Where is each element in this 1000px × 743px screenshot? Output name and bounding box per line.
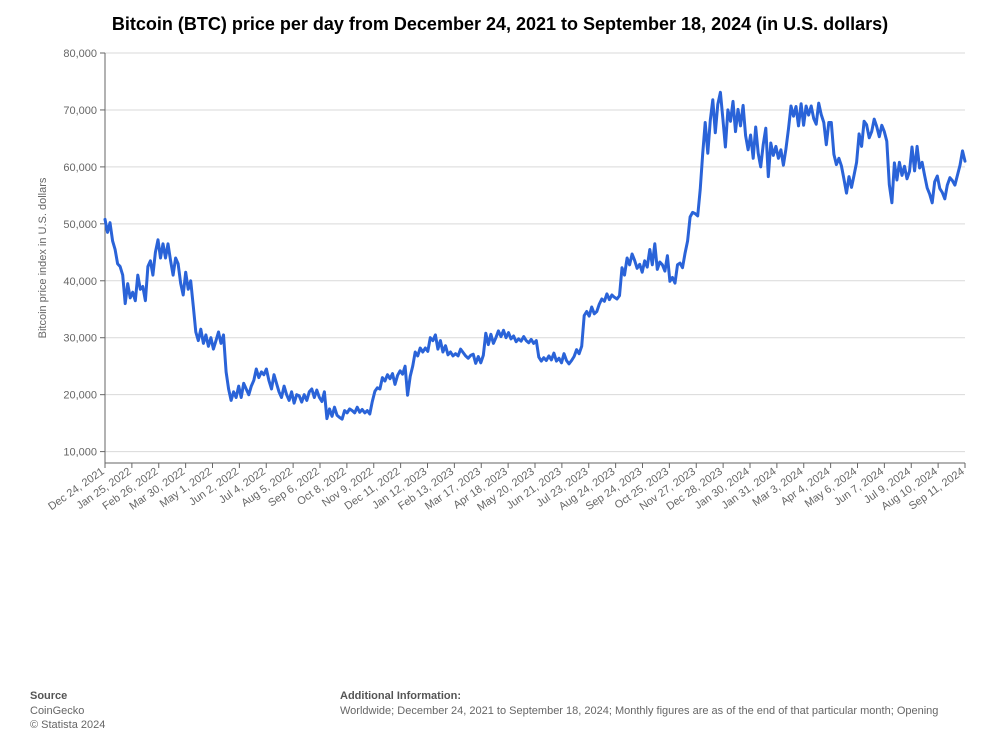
svg-text:80,000: 80,000 — [63, 48, 97, 60]
source-line-2: © Statista 2024 — [30, 719, 340, 731]
svg-text:30,000: 30,000 — [63, 333, 97, 345]
svg-text:60,000: 60,000 — [63, 162, 97, 174]
chart-title: Bitcoin (BTC) price per day from Decembe… — [0, 0, 1000, 38]
info-text: Worldwide; December 24, 2021 to Septembe… — [340, 705, 1000, 717]
svg-text:20,000: 20,000 — [63, 390, 97, 402]
chart-area: 10,000 20,000 30,000 40,000 50,000 60,000 70,0… — [30, 38, 970, 568]
chart-svg: 10,000 20,000 30,000 40,000 50,000 60,000 70,0… — [30, 38, 970, 568]
info-header: Additional Information: — [340, 690, 1000, 702]
source-header: Source — [30, 690, 340, 702]
svg-text:40,000: 40,000 — [63, 276, 97, 288]
svg-text:Bitcoin price index in U.S. do: Bitcoin price index in U.S. dollars — [37, 177, 49, 338]
footer-info: Additional Information: Worldwide; Decem… — [340, 690, 1000, 733]
svg-text:10,000: 10,000 — [63, 447, 97, 459]
footer-source: Source CoinGecko © Statista 2024 — [30, 690, 340, 733]
footer: Source CoinGecko © Statista 2024 Additio… — [30, 690, 1000, 733]
svg-text:50,000: 50,000 — [63, 219, 97, 231]
source-line-1: CoinGecko — [30, 705, 340, 717]
svg-text:70,000: 70,000 — [63, 105, 97, 117]
